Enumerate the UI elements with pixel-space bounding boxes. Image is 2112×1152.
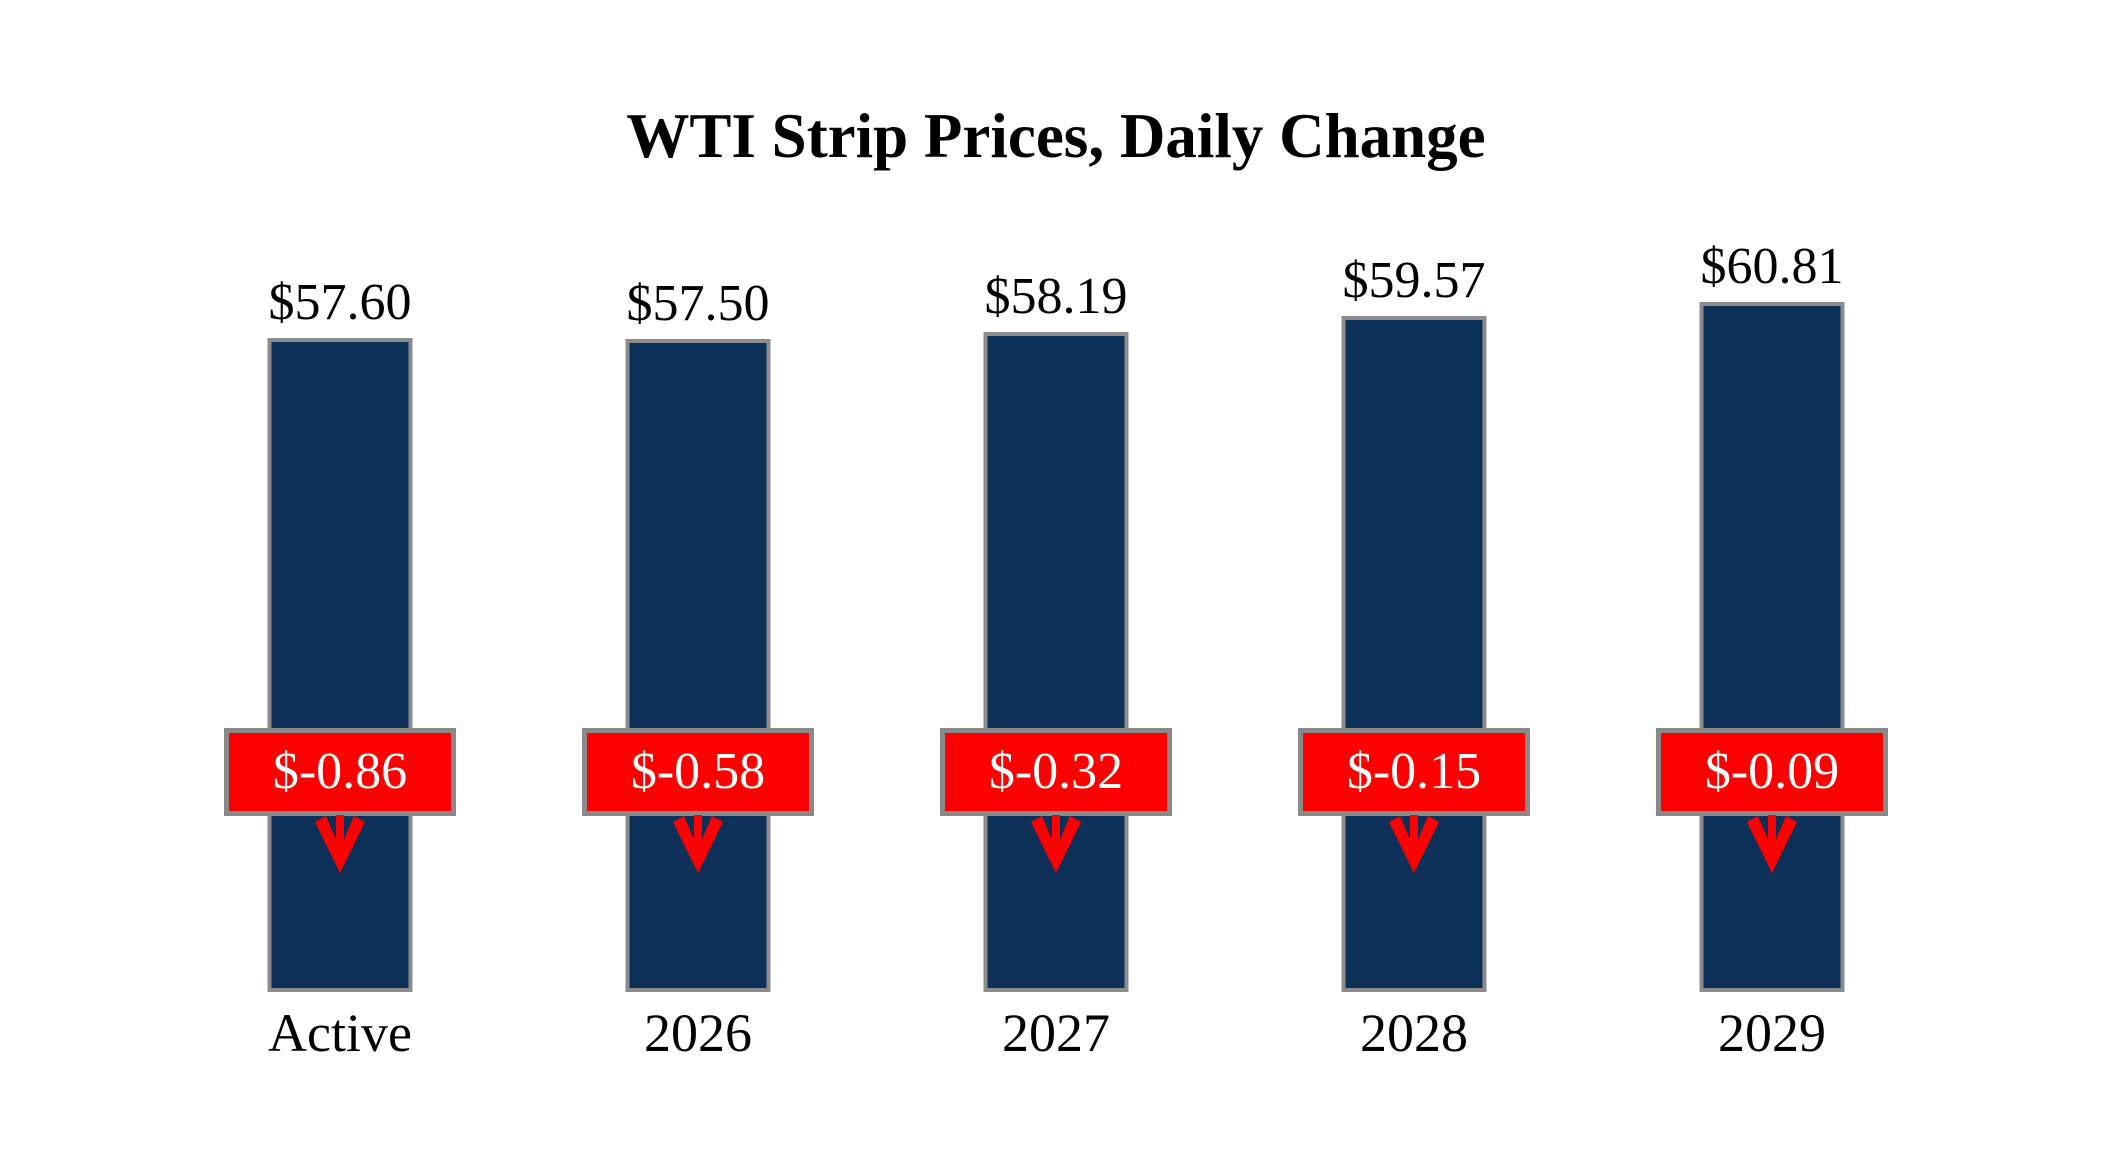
category-label: Active — [268, 1003, 412, 1063]
change-label: $-0.15 — [1346, 743, 1482, 800]
change-label: $-0.58 — [630, 743, 766, 800]
bar — [983, 332, 1129, 992]
bar-group-2027: $58.19 $-0.32 2027 — [876, 0, 1236, 1152]
down-arrow-icon — [1747, 815, 1797, 873]
change-badge: $-0.09 — [1656, 728, 1888, 816]
change-label: $-0.32 — [988, 743, 1124, 800]
bar-group-active: $57.60 $-0.86 Active — [160, 0, 520, 1152]
down-arrow-icon — [673, 815, 723, 873]
bar-value-label: $59.57 — [1342, 251, 1486, 309]
change-label: $-0.86 — [272, 743, 408, 800]
bar — [1699, 302, 1845, 992]
change-badge: $-0.15 — [1298, 728, 1530, 816]
bar-group-2026: $57.50 $-0.58 2026 — [518, 0, 878, 1152]
bar-value-label: $57.60 — [268, 273, 412, 331]
change-badge: $-0.58 — [582, 728, 814, 816]
bar-group-2028: $59.57 $-0.15 2028 — [1234, 0, 1594, 1152]
change-badge: $-0.32 — [940, 728, 1172, 816]
bar-value-label: $57.50 — [626, 274, 770, 332]
category-label: 2029 — [1718, 1003, 1826, 1063]
bar-value-label: $60.81 — [1700, 237, 1844, 295]
down-arrow-icon — [315, 815, 365, 873]
category-label: 2028 — [1360, 1003, 1468, 1063]
down-arrow-icon — [1389, 815, 1439, 873]
bar-value-label: $58.19 — [984, 267, 1128, 325]
bar — [1341, 316, 1487, 992]
category-label: 2026 — [644, 1003, 752, 1063]
change-badge: $-0.86 — [224, 728, 456, 816]
down-arrow-icon — [1031, 815, 1081, 873]
category-label: 2027 — [1002, 1003, 1110, 1063]
chart-title: WTI Strip Prices, Daily Change — [626, 101, 1486, 171]
change-label: $-0.09 — [1704, 743, 1840, 800]
bar — [267, 338, 413, 992]
bar — [625, 339, 771, 992]
bar-group-2029: $60.81 $-0.09 2029 — [1592, 0, 1952, 1152]
